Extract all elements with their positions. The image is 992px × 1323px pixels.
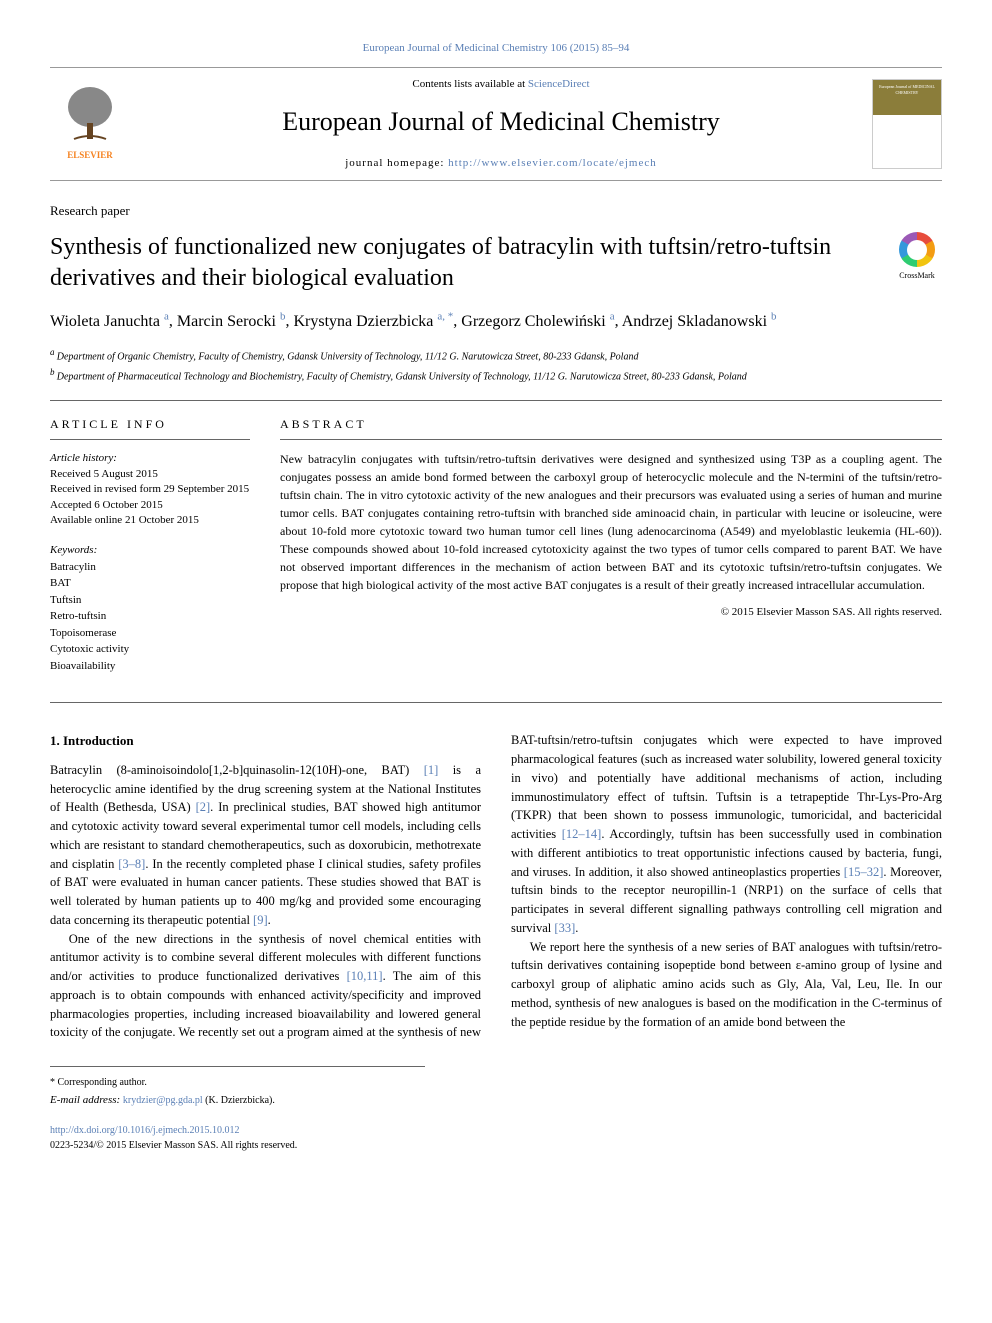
keyword-item: BAT	[50, 575, 250, 592]
article-type: Research paper	[50, 201, 942, 221]
doi-block: http://dx.doi.org/10.1016/j.ejmech.2015.…	[50, 1123, 942, 1153]
author: Krystyna Dzierzbicka a, *	[293, 313, 453, 330]
contents-available-line: Contents lists available at ScienceDirec…	[130, 76, 872, 93]
keywords-list: BatracylinBATTuftsinRetro-tuftsinTopoiso…	[50, 559, 250, 675]
doi-link[interactable]: http://dx.doi.org/10.1016/j.ejmech.2015.…	[50, 1125, 240, 1136]
reference-link[interactable]: [3–8]	[118, 857, 145, 871]
corresponding-author-label: * Corresponding author.	[50, 1075, 425, 1090]
email-line: E-mail address: krydzier@pg.gda.pl (K. D…	[50, 1092, 425, 1109]
footnotes: * Corresponding author. E-mail address: …	[50, 1066, 425, 1109]
abstract-column: ABSTRACT New batracylin conjugates with …	[280, 415, 942, 688]
contents-prefix: Contents lists available at	[412, 78, 527, 90]
info-abstract-row: ARTICLE INFO Article history: Received 5…	[50, 400, 942, 703]
keyword-item: Cytotoxic activity	[50, 641, 250, 658]
article-info-column: ARTICLE INFO Article history: Received 5…	[50, 415, 250, 688]
article-history-block: Article history: Received 5 August 2015R…	[50, 450, 250, 528]
citation-link[interactable]: European Journal of Medicinal Chemistry …	[363, 42, 630, 54]
journal-name: European Journal of Medicinal Chemistry	[130, 102, 872, 141]
reference-link[interactable]: [15–32]	[844, 865, 884, 879]
crossmark-label: CrossMark	[899, 270, 935, 282]
email-label: E-mail address:	[50, 1094, 123, 1106]
article-title: Synthesis of functionalized new conjugat…	[50, 232, 872, 294]
history-line: Available online 21 October 2015	[50, 513, 250, 528]
abstract-text: New batracylin conjugates with tuftsin/r…	[280, 450, 942, 594]
reference-link[interactable]: [12–14]	[562, 827, 602, 841]
author-affil-marker: a	[164, 310, 169, 322]
author-affil-marker: b	[771, 310, 777, 322]
body-text: 1. Introduction Batracylin (8-aminoisoin…	[50, 731, 942, 1042]
corresponding-email-link[interactable]: krydzier@pg.gda.pl	[123, 1095, 203, 1106]
crossmark-icon	[899, 232, 935, 267]
reference-link[interactable]: [10,11]	[347, 969, 383, 983]
section-heading-intro: 1. Introduction	[50, 731, 481, 751]
reference-link[interactable]: [1]	[424, 763, 439, 777]
journal-homepage-line: journal homepage: http://www.elsevier.co…	[130, 155, 872, 172]
reference-link[interactable]: [9]	[253, 913, 268, 927]
history-line: Accepted 6 October 2015	[50, 498, 250, 513]
author: Grzegorz Cholewiński a	[461, 313, 614, 330]
issn-copyright-line: 0223-5234/© 2015 Elsevier Masson SAS. Al…	[50, 1138, 942, 1153]
author-affil-marker: b	[280, 310, 286, 322]
author: Marcin Serocki b	[177, 313, 286, 330]
elsevier-logo-text: ELSEVIER	[67, 149, 113, 163]
history-line: Received in revised form 29 September 20…	[50, 482, 250, 497]
abstract-copyright: © 2015 Elsevier Masson SAS. All rights r…	[280, 604, 942, 621]
affiliation-line: a Department of Organic Chemistry, Facul…	[50, 346, 942, 364]
affiliations: a Department of Organic Chemistry, Facul…	[50, 346, 942, 385]
elsevier-logo[interactable]: ELSEVIER	[50, 79, 130, 169]
body-paragraph: Batracylin (8-aminoisoindolo[1,2-b]quina…	[50, 761, 481, 930]
elsevier-tree-icon	[60, 85, 120, 145]
article-history-label: Article history:	[50, 450, 250, 467]
history-line: Received 5 August 2015	[50, 467, 250, 482]
masthead-center: Contents lists available at ScienceDirec…	[130, 76, 872, 172]
body-paragraph: We report here the synthesis of a new se…	[511, 938, 942, 1032]
keywords-block: Keywords: BatracylinBATTuftsinRetro-tuft…	[50, 542, 250, 674]
homepage-link[interactable]: http://www.elsevier.com/locate/ejmech	[448, 157, 657, 169]
journal-cover-thumbnail[interactable]: European Journal of MEDICINAL CHEMISTRY	[872, 79, 942, 169]
sciencedirect-link[interactable]: ScienceDirect	[528, 78, 590, 90]
affiliation-line: b Department of Pharmaceutical Technolog…	[50, 366, 942, 384]
author-affil-marker: a	[610, 310, 615, 322]
article-info-heading: ARTICLE INFO	[50, 415, 250, 440]
journal-citation: European Journal of Medicinal Chemistry …	[50, 40, 942, 57]
authors-line: Wioleta Januchta a, Marcin Serocki b, Kr…	[50, 308, 942, 333]
keyword-item: Bioavailability	[50, 658, 250, 675]
article-history-body: Received 5 August 2015Received in revise…	[50, 467, 250, 529]
author-affil-marker: a, *	[437, 310, 453, 322]
keyword-item: Batracylin	[50, 559, 250, 576]
reference-link[interactable]: [2]	[196, 800, 211, 814]
homepage-prefix: journal homepage:	[345, 157, 448, 169]
author: Wioleta Januchta a	[50, 313, 169, 330]
keyword-item: Topoisomerase	[50, 625, 250, 642]
masthead: ELSEVIER Contents lists available at Sci…	[50, 67, 942, 181]
author: Andrzej Skladanowski b	[622, 313, 777, 330]
keyword-item: Retro-tuftsin	[50, 608, 250, 625]
cover-title-text: European Journal of MEDICINAL CHEMISTRY	[875, 82, 939, 98]
title-row: Synthesis of functionalized new conjugat…	[50, 232, 942, 294]
crossmark-badge[interactable]: CrossMark	[892, 232, 942, 282]
reference-link[interactable]: [33]	[554, 921, 575, 935]
keywords-label: Keywords:	[50, 542, 250, 559]
email-author-suffix: (K. Dzierzbicka).	[203, 1095, 275, 1106]
keyword-item: Tuftsin	[50, 592, 250, 609]
abstract-heading: ABSTRACT	[280, 415, 942, 440]
